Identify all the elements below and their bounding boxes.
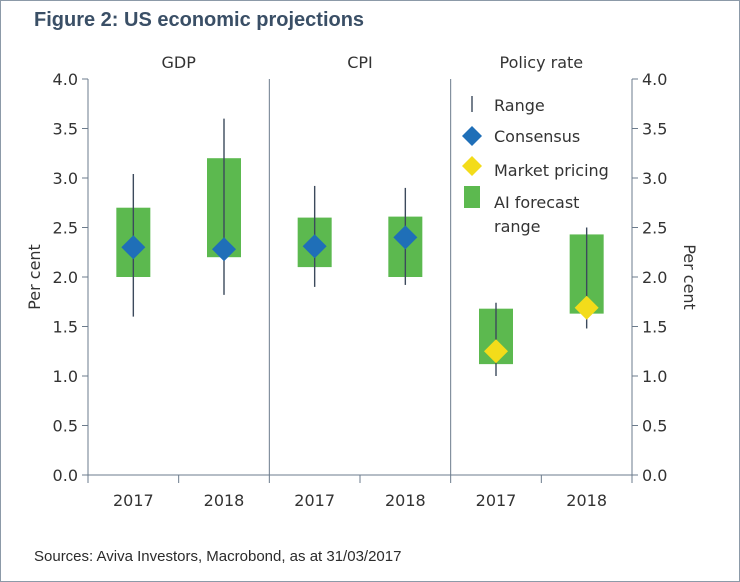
y-tick-label-left: 2.0 bbox=[53, 268, 78, 287]
y-tick-label-left: 3.5 bbox=[53, 120, 78, 139]
x-category-label: 2017 bbox=[476, 491, 517, 510]
y-tick-label-left: 3.0 bbox=[53, 169, 78, 188]
y-tick-label-right: 2.0 bbox=[642, 268, 667, 287]
panel-header: Policy rate bbox=[500, 53, 584, 72]
y-tick-label-left: 2.5 bbox=[53, 219, 78, 238]
y-tick-label-right: 1.5 bbox=[642, 318, 667, 337]
panel-header: GDP bbox=[161, 53, 196, 72]
figure-title: Figure 2: US economic projections bbox=[34, 9, 365, 31]
y-axis-title-right: Per cent bbox=[680, 244, 699, 310]
legend-consensus-symbol bbox=[462, 126, 482, 146]
y-tick-label-right: 0.0 bbox=[642, 466, 667, 485]
y-tick-label-left: 0.5 bbox=[53, 417, 78, 436]
consensus-marker bbox=[393, 225, 418, 250]
y-tick-label-right: 2.5 bbox=[642, 219, 667, 238]
legend-market-label: Market pricing bbox=[494, 161, 609, 180]
source-note: Sources: Aviva Investors, Macrobond, as … bbox=[34, 548, 402, 565]
y-tick-label-left: 0.0 bbox=[53, 466, 78, 485]
y-tick-label-right: 3.0 bbox=[642, 169, 667, 188]
x-category-label: 2017 bbox=[113, 491, 154, 510]
y-tick-label-left: 1.0 bbox=[53, 367, 78, 386]
y-tick-label-right: 4.0 bbox=[642, 70, 667, 89]
y-tick-label-left: 4.0 bbox=[53, 70, 78, 89]
chart-legend: Range Consensus Market pricing AI forecast r… bbox=[462, 96, 609, 236]
y-tick-label-left: 1.5 bbox=[53, 318, 78, 337]
consensus-marker bbox=[212, 237, 236, 262]
y-axis-title-left: Per cent bbox=[25, 244, 44, 310]
consensus-marker bbox=[302, 234, 327, 259]
market-pricing-marker bbox=[574, 295, 599, 320]
legend-ai-label-line1: AI forecast bbox=[494, 193, 579, 212]
market-pricing-marker bbox=[484, 339, 508, 364]
legend-ai-symbol bbox=[464, 186, 480, 208]
consensus-marker bbox=[121, 235, 146, 260]
x-category-label: 2018 bbox=[385, 491, 426, 510]
y-tick-label-right: 3.5 bbox=[642, 120, 667, 139]
y-tick-label-right: 0.5 bbox=[642, 417, 667, 436]
legend-consensus-label: Consensus bbox=[494, 127, 580, 146]
x-category-label: 2017 bbox=[294, 491, 335, 510]
x-category-label: 2018 bbox=[566, 491, 607, 510]
x-category-label: 2018 bbox=[204, 491, 245, 510]
legend-market-symbol bbox=[462, 156, 482, 176]
y-tick-label-right: 1.0 bbox=[642, 367, 667, 386]
legend-range-label: Range bbox=[494, 96, 545, 115]
legend-ai-label-line2: range bbox=[494, 217, 541, 236]
panel-header: CPI bbox=[347, 53, 373, 72]
